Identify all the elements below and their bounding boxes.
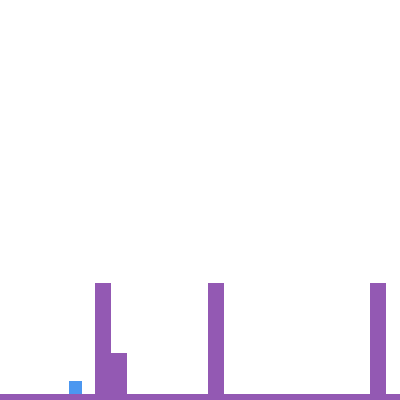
player-square bbox=[69, 381, 82, 394]
tall-pillar-obstacle bbox=[208, 283, 224, 394]
low-block-obstacle bbox=[111, 353, 127, 394]
ground-floor bbox=[0, 394, 400, 400]
tall-pillar-obstacle bbox=[95, 283, 111, 394]
tall-pillar-obstacle bbox=[370, 283, 386, 394]
